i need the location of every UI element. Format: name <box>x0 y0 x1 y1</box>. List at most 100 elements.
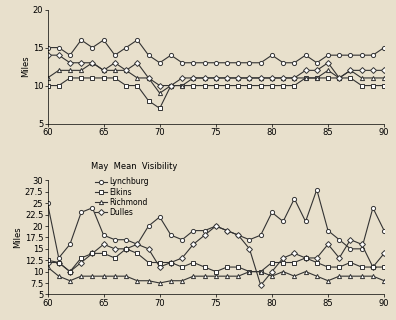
Elkins <box>101 252 106 255</box>
Dulles <box>314 256 319 260</box>
Richmond <box>303 270 308 274</box>
Lynchburg <box>56 256 61 260</box>
Dulles <box>382 252 386 255</box>
Lynchburg <box>45 201 50 205</box>
Lynchburg <box>281 220 286 223</box>
Lynchburg <box>303 220 308 223</box>
Lynchburg <box>359 247 364 251</box>
Richmond <box>371 274 375 278</box>
Dulles <box>112 247 117 251</box>
Richmond <box>101 274 106 278</box>
Richmond <box>79 274 84 278</box>
Lynchburg <box>191 229 196 233</box>
Dulles <box>225 229 229 233</box>
Richmond <box>247 270 252 274</box>
Elkins <box>112 256 117 260</box>
Dulles <box>359 242 364 246</box>
Dulles <box>292 252 297 255</box>
Richmond <box>169 279 173 283</box>
Elkins <box>146 260 151 264</box>
Lynchburg <box>382 229 386 233</box>
Richmond <box>146 279 151 283</box>
Elkins <box>359 265 364 269</box>
Lynchburg <box>112 238 117 242</box>
Richmond <box>236 274 241 278</box>
Richmond <box>281 270 286 274</box>
Richmond <box>359 274 364 278</box>
Richmond <box>56 274 61 278</box>
Elkins <box>258 270 263 274</box>
Lynchburg <box>225 229 229 233</box>
Lynchburg <box>180 238 185 242</box>
Lynchburg <box>68 242 72 246</box>
Elkins <box>180 265 185 269</box>
Richmond <box>348 274 353 278</box>
Lynchburg <box>146 224 151 228</box>
Lynchburg <box>79 211 84 214</box>
Elkins <box>202 265 207 269</box>
Elkins <box>90 252 95 255</box>
Richmond <box>45 265 50 269</box>
Dulles <box>236 233 241 237</box>
Richmond <box>382 279 386 283</box>
Richmond <box>258 270 263 274</box>
Dulles <box>146 247 151 251</box>
Lynchburg <box>270 211 274 214</box>
Dulles <box>326 242 330 246</box>
Y-axis label: Miles: Miles <box>13 227 22 248</box>
Dulles <box>68 270 72 274</box>
Dulles <box>371 265 375 269</box>
Elkins <box>382 265 386 269</box>
Line: Dulles: Dulles <box>46 224 386 287</box>
Lynchburg <box>135 242 140 246</box>
Elkins <box>225 265 229 269</box>
Lynchburg <box>236 233 241 237</box>
Lynchburg <box>292 197 297 201</box>
Richmond <box>337 274 342 278</box>
Dulles <box>180 256 185 260</box>
Line: Elkins: Elkins <box>46 247 386 274</box>
Lynchburg <box>90 206 95 210</box>
Elkins <box>68 270 72 274</box>
Richmond <box>326 279 330 283</box>
Dulles <box>101 242 106 246</box>
Lynchburg <box>371 206 375 210</box>
Richmond <box>270 274 274 278</box>
Dulles <box>90 252 95 255</box>
Elkins <box>247 270 252 274</box>
Elkins <box>326 265 330 269</box>
Lynchburg <box>169 233 173 237</box>
Elkins <box>135 252 140 255</box>
Dulles <box>348 238 353 242</box>
Lynchburg <box>348 247 353 251</box>
Elkins <box>191 260 196 264</box>
Richmond <box>112 274 117 278</box>
Legend: Lynchburg, Elkins, Richmond, Dulles: Lynchburg, Elkins, Richmond, Dulles <box>95 178 149 217</box>
Lynchburg <box>247 238 252 242</box>
Elkins <box>371 265 375 269</box>
Lynchburg <box>326 229 330 233</box>
Elkins <box>270 260 274 264</box>
Lynchburg <box>314 188 319 191</box>
Text: May  Mean  Visibility: May Mean Visibility <box>91 162 178 172</box>
Dulles <box>281 256 286 260</box>
Richmond <box>191 274 196 278</box>
Elkins <box>236 265 241 269</box>
Lynchburg <box>337 238 342 242</box>
Dulles <box>247 247 252 251</box>
Elkins <box>292 260 297 264</box>
Elkins <box>348 260 353 264</box>
Dulles <box>213 224 218 228</box>
Lynchburg <box>101 233 106 237</box>
Dulles <box>337 256 342 260</box>
Dulles <box>157 265 162 269</box>
Elkins <box>213 270 218 274</box>
Elkins <box>157 260 162 264</box>
Elkins <box>45 258 50 262</box>
Elkins <box>303 256 308 260</box>
Elkins <box>314 260 319 264</box>
Elkins <box>56 260 61 264</box>
Dulles <box>56 260 61 264</box>
Dulles <box>303 256 308 260</box>
Line: Lynchburg: Lynchburg <box>46 188 386 260</box>
